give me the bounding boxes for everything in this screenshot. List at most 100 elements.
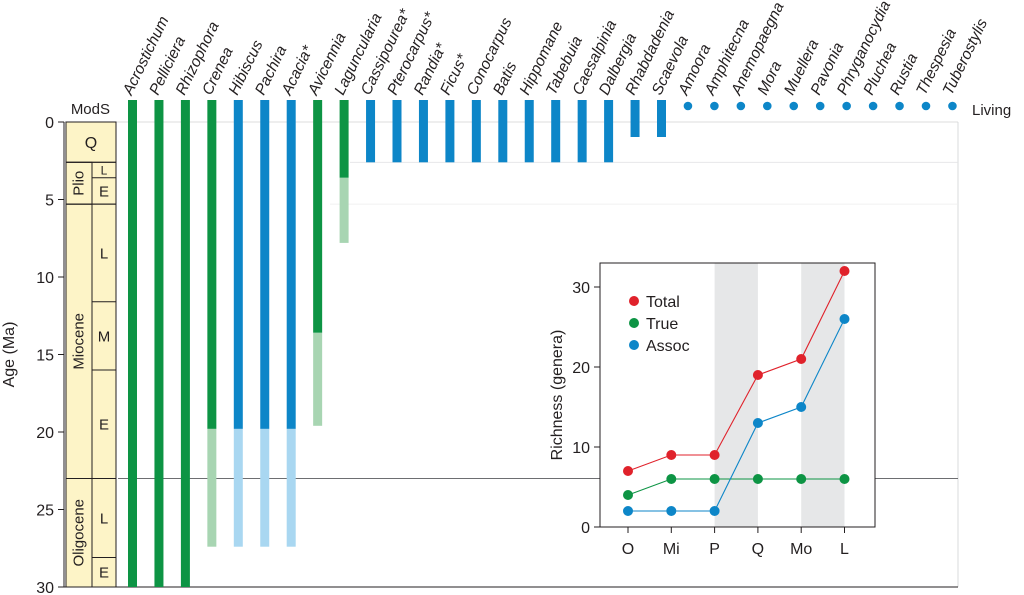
- range-bar-faint: [313, 332, 323, 426]
- living-dot: [842, 101, 851, 111]
- stage-label: L: [100, 510, 108, 527]
- inset-y-tick-label: 30: [572, 280, 590, 297]
- inset-shade-band: [801, 263, 845, 527]
- inset-data-point: [752, 418, 763, 428]
- range-bar-solid: [339, 100, 349, 178]
- range-bar-solid: [286, 100, 296, 429]
- range-bar-solid: [207, 100, 217, 429]
- range-bar-solid: [524, 100, 534, 163]
- inset-shade-band: [714, 263, 758, 527]
- y-axis-label: Age (Ma): [1, 322, 18, 388]
- inset-data-point: [623, 490, 633, 500]
- y-axis-tick-label: 25: [36, 503, 54, 520]
- inset-frame: [599, 262, 876, 528]
- inset-y-axis-label: Richness (genera): [549, 330, 566, 461]
- y-axis-tick-label: 10: [36, 270, 54, 287]
- range-bar-solid: [577, 100, 587, 163]
- inset-legend-marker: [629, 318, 639, 328]
- inset-data-point: [623, 466, 633, 476]
- living-dot: [868, 101, 878, 111]
- y-axis-tick-label: 5: [45, 193, 54, 210]
- genus-labels: AcrostichumPellicieraRhizophoraCreneaHib…: [119, 0, 991, 99]
- inset-data-point: [796, 474, 807, 484]
- range-bar-solid: [657, 100, 666, 137]
- inset-data-point: [752, 474, 763, 484]
- inset-data-point: [796, 354, 807, 364]
- range-bar-solid: [180, 100, 190, 587]
- inset-data-point: [709, 474, 720, 484]
- y-axis-tick-label: 0: [45, 115, 54, 132]
- inset-legend-marker: [629, 340, 639, 350]
- inset-legend-label: Total: [646, 294, 680, 311]
- inset-data-point: [796, 402, 807, 412]
- genus-range-bars: [128, 100, 957, 587]
- inset-x-tick-label: Q: [752, 541, 764, 558]
- range-bar-solid: [233, 100, 243, 429]
- inset-data-point: [839, 474, 850, 484]
- living-dot: [948, 101, 957, 111]
- range-bar-solid: [498, 100, 508, 163]
- inset-series-line: [628, 318, 845, 512]
- range-bar-solid: [154, 100, 164, 587]
- range-bar-solid: [392, 100, 402, 163]
- range-bar-faint: [233, 428, 243, 547]
- inset-data-point: [709, 450, 720, 460]
- inset-data-point: [709, 506, 720, 516]
- stage-label: E: [99, 565, 109, 582]
- range-bar-solid: [471, 100, 481, 163]
- range-bar-solid: [418, 100, 428, 163]
- inset-legend-marker: [629, 296, 639, 306]
- range-bar-solid: [551, 100, 561, 163]
- stage-label: L: [100, 245, 108, 262]
- range-bar-solid: [313, 100, 323, 333]
- inset-series-line: [627, 270, 845, 472]
- stage-label: E: [99, 183, 109, 200]
- living-dot: [815, 101, 825, 111]
- epoch-label: Miocene: [71, 313, 88, 370]
- living-dot: [921, 101, 931, 111]
- inset-data-point: [839, 314, 850, 324]
- stage-label: L: [101, 163, 108, 177]
- modern-label: ModS: [71, 101, 110, 118]
- living-label: Living: [972, 102, 1011, 119]
- epoch-label: Oligocene: [71, 499, 88, 567]
- epoch-label: Q: [85, 135, 97, 152]
- range-bar-faint: [339, 177, 349, 243]
- epoch-label: Plio: [71, 171, 88, 196]
- y-axis-tick-label: 15: [36, 348, 54, 365]
- timescale-box: [65, 121, 117, 588]
- living-dot: [736, 101, 746, 111]
- range-bar-solid: [260, 100, 270, 429]
- range-bar-faint: [207, 428, 217, 547]
- range-bar-faint: [260, 428, 270, 547]
- range-bar-solid: [445, 100, 455, 163]
- range-bar-solid: [630, 100, 640, 137]
- inset-data-point: [666, 474, 677, 484]
- inset-data-point: [666, 506, 677, 516]
- main-frame: 0 5 10 15 20 25 30 Age (Ma) ModS Living: [1, 101, 1011, 595]
- inset-data-point: [839, 266, 850, 276]
- living-dot: [710, 101, 719, 111]
- living-dot: [789, 101, 799, 111]
- range-bar-solid: [128, 100, 137, 587]
- inset-legend-label: True: [646, 316, 678, 333]
- stage-label: M: [98, 328, 111, 345]
- inset-x-tick-label: Mi: [663, 541, 680, 558]
- y-axis-tick-label: 20: [36, 425, 54, 442]
- inset-y-tick-label: 20: [572, 360, 590, 377]
- inset-y-tick-label: 0: [581, 520, 590, 537]
- living-dot: [895, 101, 904, 111]
- range-bar-solid: [366, 100, 376, 163]
- range-bar-solid: [604, 100, 614, 163]
- inset-data-point: [752, 370, 763, 380]
- y-axis-tick-label: 30: [36, 580, 54, 595]
- range-bar-faint: [286, 428, 296, 547]
- inset-x-tick-label: O: [622, 541, 634, 558]
- inset-series-line: [627, 478, 845, 496]
- inset-x-tick-label: Mo: [790, 541, 812, 558]
- stage-label: E: [99, 417, 109, 434]
- living-dot: [763, 101, 772, 111]
- inset-legend-label: Assoc: [646, 338, 690, 355]
